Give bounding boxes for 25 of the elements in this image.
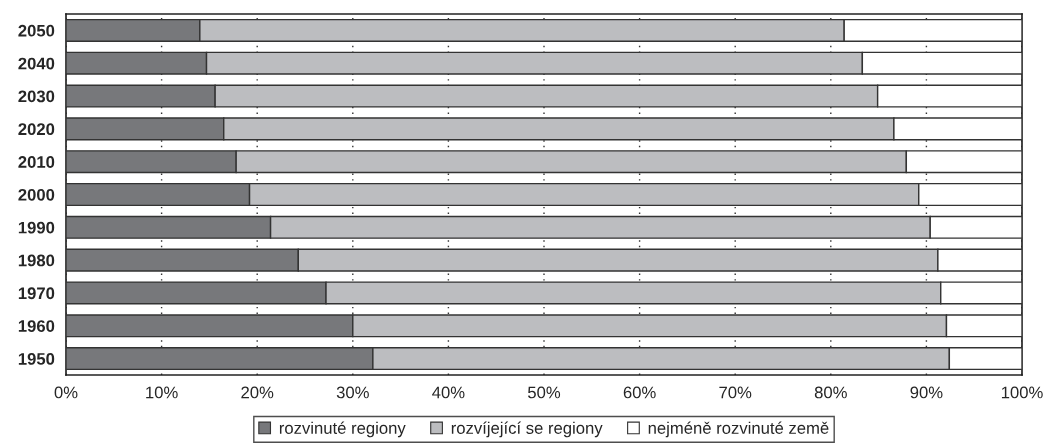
y-tick-label: 1960	[18, 320, 55, 332]
x-tick-label: 30%	[336, 386, 369, 399]
legend-label: nejméně rozvinuté země	[648, 421, 829, 438]
y-tick-label: 2010	[18, 156, 55, 168]
y-tick-label: 1990	[18, 221, 55, 234]
y-tick-label: 1980	[18, 254, 55, 267]
y-tick-label: 1970	[18, 287, 55, 300]
legend-label: rozvíjející se regiony	[451, 421, 603, 438]
x-tick-label: 40%	[432, 386, 465, 399]
y-tick-label: 2040	[18, 57, 55, 70]
x-tick-label: 100%	[1001, 386, 1043, 399]
x-tick-label: 80%	[814, 386, 847, 399]
y-tick-label: 2050	[18, 24, 55, 37]
x-tick-label: 90%	[910, 386, 943, 399]
x-tick-label: 10%	[146, 386, 178, 399]
x-tick-label: 0%	[54, 386, 78, 399]
y-tick-label: 2030	[18, 90, 55, 103]
y-tick-label: 2020	[18, 123, 55, 136]
y-tick-label: 2000	[18, 188, 55, 201]
y-tick-label: 1950	[18, 352, 55, 365]
x-tick-label: 70%	[719, 386, 752, 399]
x-tick-label: 50%	[527, 386, 561, 399]
x-tick-label: 20%	[241, 386, 274, 399]
x-tick-label: 60%	[623, 386, 656, 399]
legend-label: rozvinuté regiony	[279, 421, 406, 438]
